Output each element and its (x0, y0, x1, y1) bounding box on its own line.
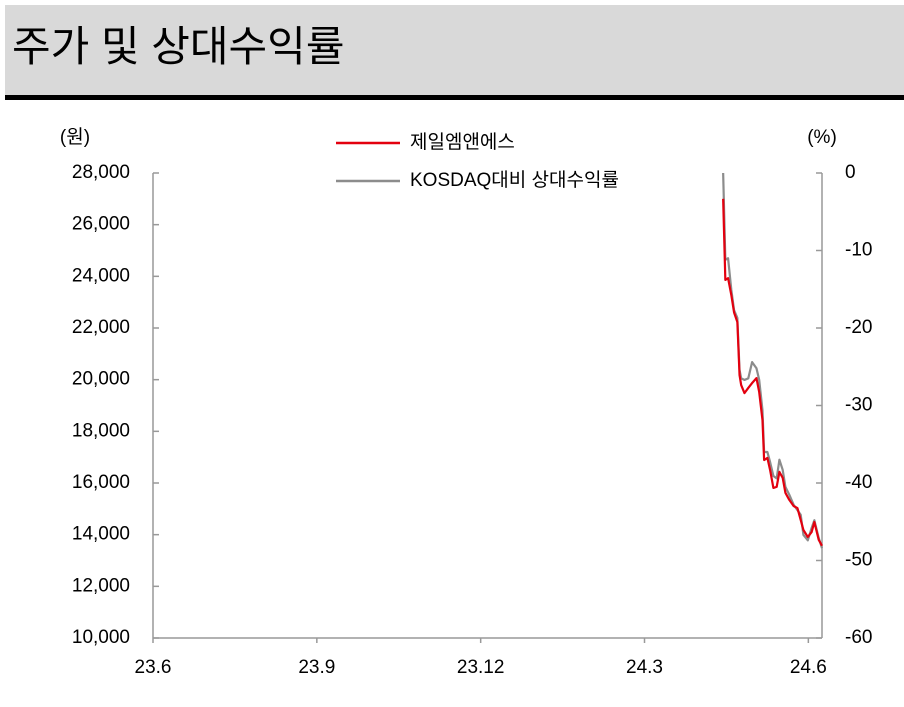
x-tick-label: 24.6 (790, 657, 827, 678)
y2-tick-label: 0 (845, 162, 856, 183)
chart-title: 주가 및 상대수익률 (12, 23, 344, 70)
y2-tick-label: -10 (845, 240, 872, 261)
x-tick-label: 23.12 (457, 657, 505, 678)
y-tick-label: 22,000 (72, 317, 130, 338)
y-tick-label: 24,000 (72, 265, 130, 286)
y-tick-label: 26,000 (72, 214, 130, 235)
y-tick-label: 14,000 (72, 524, 130, 545)
y-tick-label: 10,000 (72, 627, 130, 648)
y2-axis-label: (%) (807, 127, 837, 148)
y2-tick-label: -60 (845, 627, 872, 648)
y-axis-label: (원) (60, 126, 90, 148)
title-rule (5, 95, 904, 100)
y-tick-label: 16,000 (72, 472, 130, 493)
title-band (5, 5, 904, 95)
x-tick-label: 23.6 (135, 657, 172, 678)
y2-tick-label: -20 (845, 317, 872, 338)
legend-label: KOSDAQ대비 상대수익률 (410, 169, 619, 191)
y-tick-label: 18,000 (72, 420, 130, 441)
x-tick-label: 23.9 (298, 657, 335, 678)
series-line (722, 198, 823, 547)
y-tick-label: 28,000 (72, 162, 130, 183)
legend-label: 제일엠앤에스 (410, 131, 515, 153)
y-tick-label: 12,000 (72, 575, 130, 596)
y2-tick-label: -40 (845, 472, 872, 493)
y2-tick-label: -50 (845, 550, 872, 571)
y-tick-label: 20,000 (72, 369, 130, 390)
x-tick-label: 24.3 (626, 657, 663, 678)
y2-tick-label: -30 (845, 395, 872, 416)
